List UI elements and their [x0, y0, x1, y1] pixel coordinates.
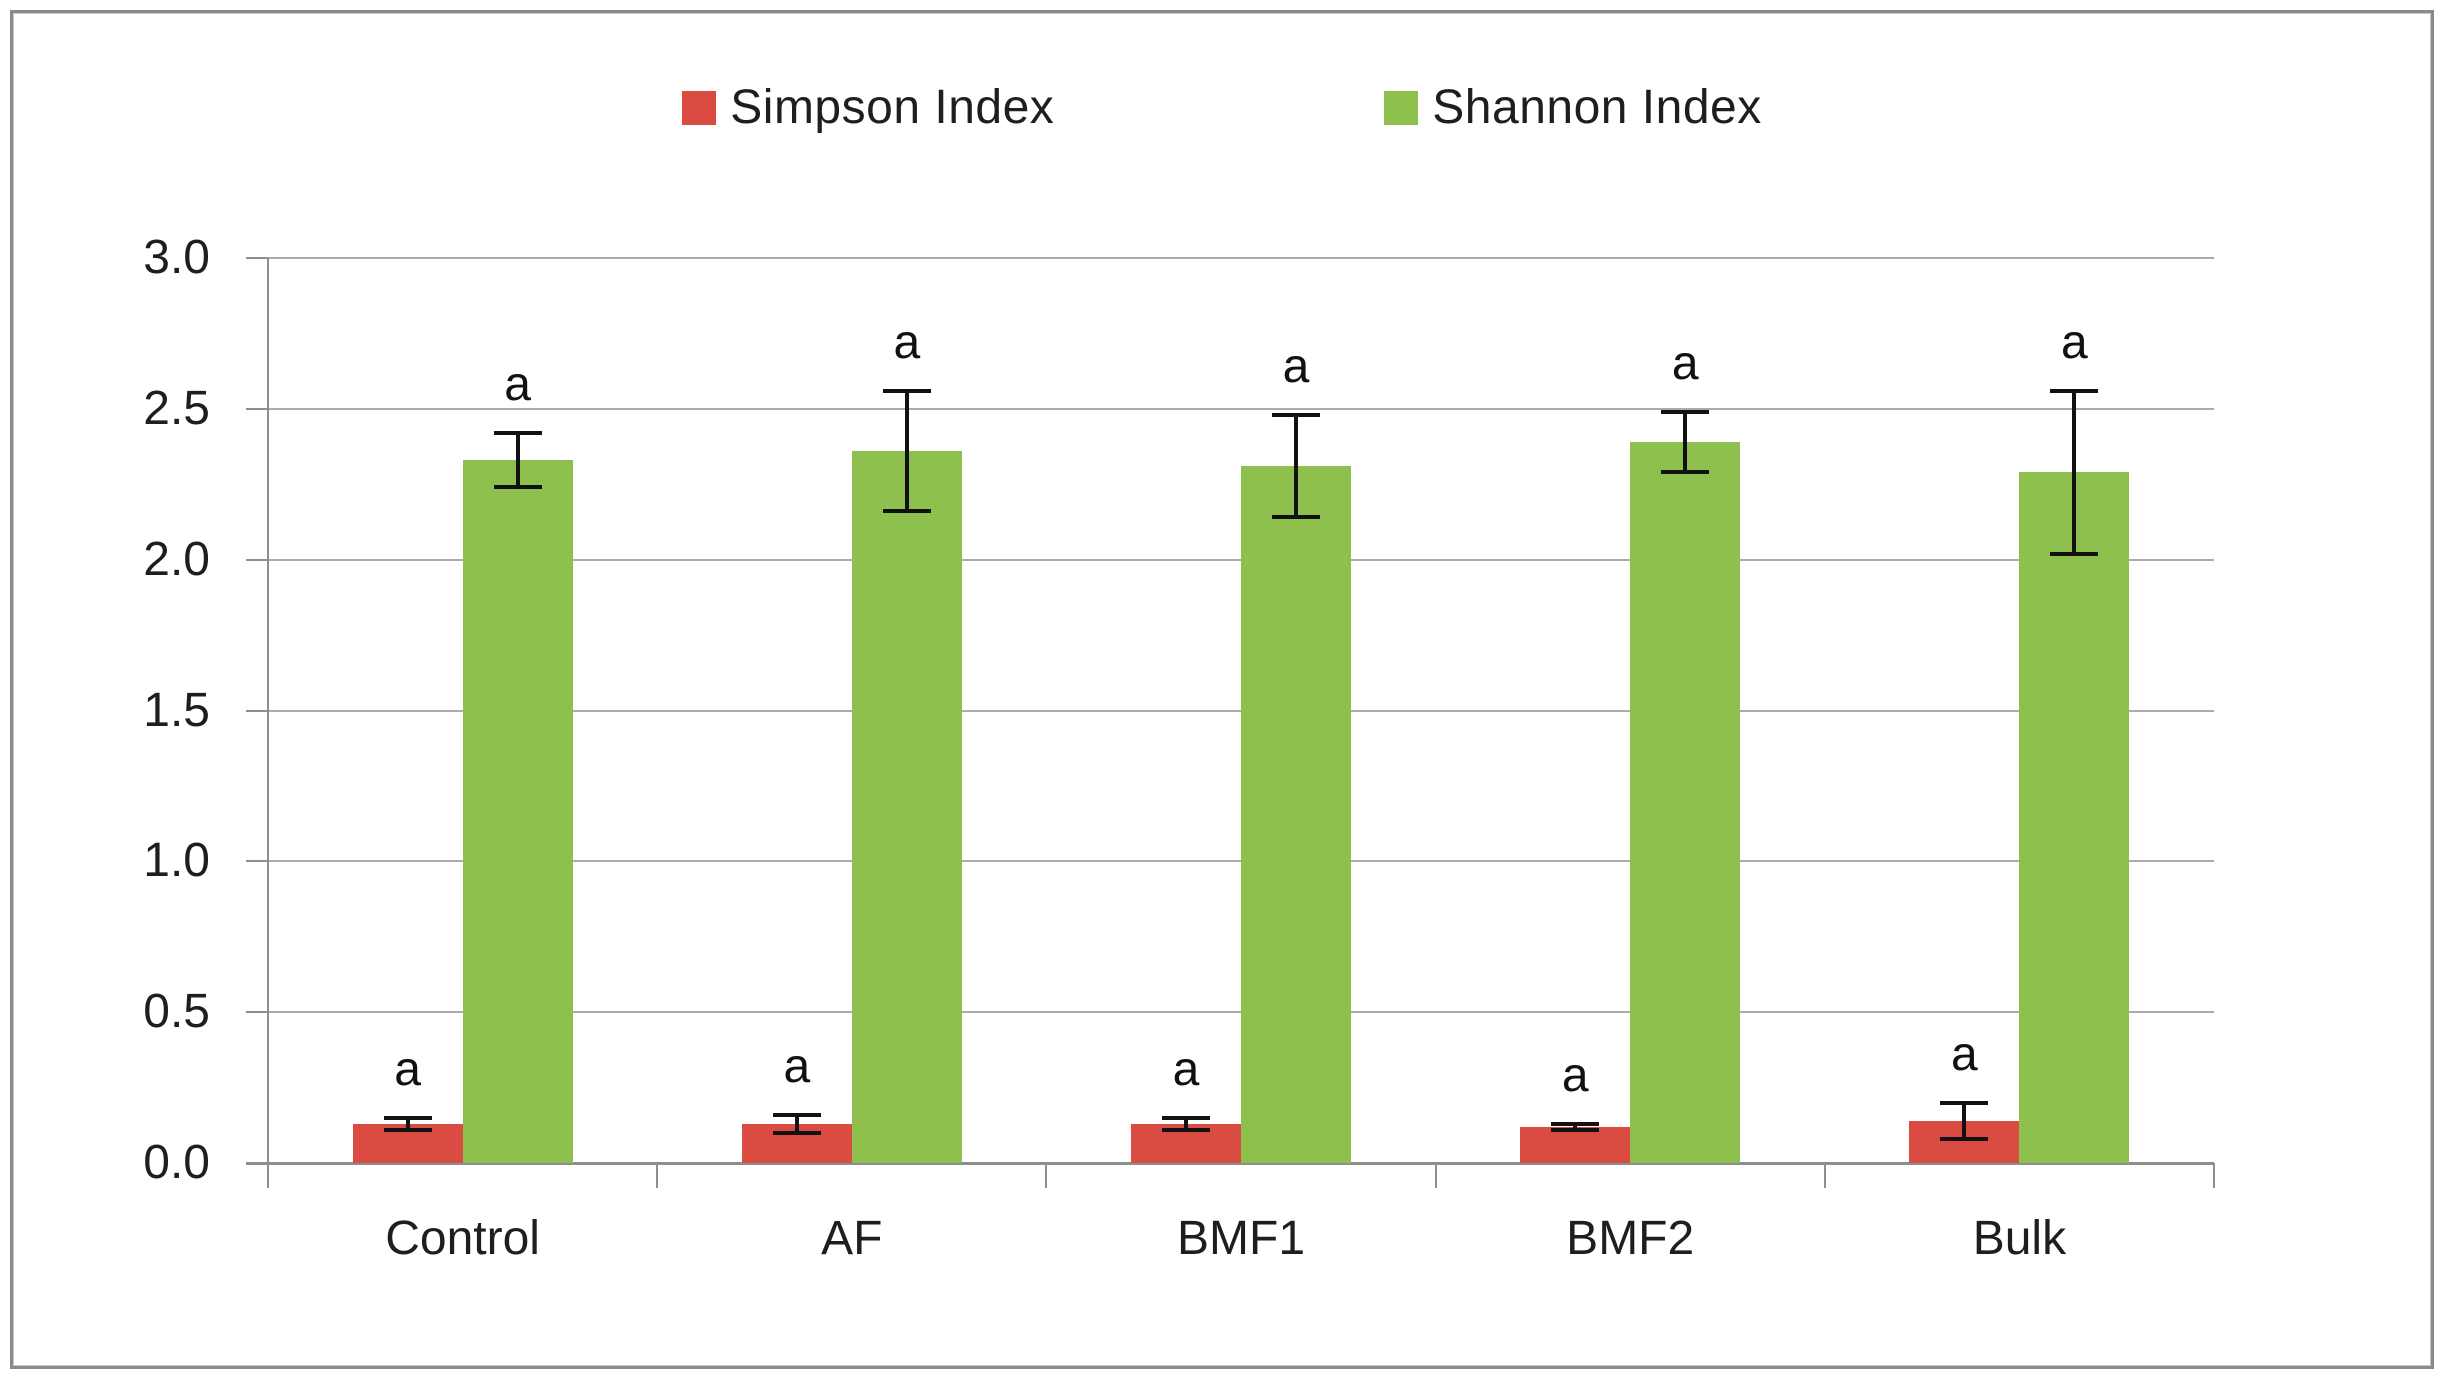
error-bar-cap-top-shannon-bulk: [2050, 388, 2099, 393]
error-bar-cap-bottom-shannon-bulk: [2050, 551, 2099, 556]
bar-shannon-control: [462, 460, 573, 1163]
x-axis-label-af: AF: [821, 1212, 883, 1265]
y-axis-tick-2.5: [246, 407, 268, 410]
y-tick-label-3.0: 3.0: [143, 231, 210, 284]
error-bar-simpson-bulk: [1962, 1102, 1967, 1139]
error-bar-cap-bottom-shannon-control: [493, 485, 542, 490]
x-axis-tick: [656, 1163, 659, 1188]
error-bar-simpson-bmf1: [1184, 1117, 1188, 1130]
error-bar-shannon-af: [904, 390, 909, 512]
legend-item-simpson: Simpson Index: [682, 80, 1054, 135]
error-bar-cap-top-shannon-bmf2: [1661, 409, 1710, 414]
y-tick-label-2.5: 2.5: [143, 381, 210, 435]
error-bar-cap-top-shannon-bmf1: [1272, 412, 1320, 417]
error-bar-cap-bottom-simpson-control: [383, 1127, 432, 1132]
sig-label-shannon-bulk: a: [2061, 315, 2088, 369]
error-bar-shannon-bmf2: [1683, 411, 1688, 473]
error-bar-cap-bottom-shannon-bmf1: [1272, 515, 1320, 520]
x-axis-label-bmf2: BMF2: [1566, 1212, 1695, 1265]
y-axis-tick-0.5: [246, 1011, 268, 1014]
error-bar-cap-top-simpson-bmf1: [1162, 1115, 1210, 1120]
error-bar-simpson-bmf2: [1573, 1123, 1578, 1130]
sig-label-shannon-bmf1: a: [1282, 339, 1310, 393]
simpson-swatch-icon: [682, 90, 717, 125]
error-bar-simpson-control: [405, 1117, 410, 1130]
error-bar-cap-top-simpson-bulk: [1940, 1100, 1989, 1105]
bar-shannon-af: [851, 451, 962, 1163]
y-axis-tick-1.5: [246, 709, 268, 712]
sig-label-shannon-af: a: [893, 315, 921, 369]
bar-simpson-bmf2: [1520, 1126, 1631, 1163]
error-bar-shannon-bulk: [2072, 390, 2077, 554]
x-axis-label-control: Control: [385, 1212, 540, 1265]
sig-label-shannon-bmf2: a: [1671, 336, 1699, 390]
error-bar-cap-top-shannon-af: [882, 388, 931, 393]
error-bar-simpson-af: [794, 1114, 799, 1133]
x-axis-line: [246, 1162, 2214, 1165]
error-bar-shannon-control: [515, 432, 520, 488]
gridline-2.5: [268, 407, 2214, 410]
sig-label-simpson-control: a: [394, 1042, 421, 1096]
y-tick-label-2.0: 2.0: [143, 532, 210, 586]
error-bar-cap-bottom-simpson-af: [772, 1130, 821, 1135]
gridline-3.0: [268, 257, 2214, 259]
y-tick-label-0.5: 0.5: [143, 985, 210, 1039]
error-bar-cap-bottom-shannon-bmf2: [1661, 470, 1710, 475]
error-bar-cap-top-simpson-control: [383, 1115, 432, 1120]
y-axis-line: [267, 258, 269, 1188]
y-tick-label-1.0: 1.0: [143, 834, 210, 888]
legend-label-simpson: Simpson Index: [730, 81, 1055, 134]
sig-label-simpson-af: a: [783, 1039, 811, 1093]
y-axis-tick-3.0: [246, 257, 268, 259]
bar-shannon-bmf2: [1630, 442, 1741, 1163]
legend: Simpson Index Shannon Index: [0, 80, 2444, 135]
x-axis-tick: [267, 1163, 269, 1188]
error-bar-cap-bottom-simpson-bmf2: [1551, 1127, 1600, 1132]
error-bar-shannon-bmf1: [1294, 414, 1298, 518]
x-axis-tick: [1045, 1163, 1048, 1188]
chart-outer-border: [10, 10, 2434, 1369]
x-axis-label-bulk: Bulk: [1972, 1212, 2067, 1265]
sig-label-simpson-bulk: a: [1951, 1027, 1978, 1081]
sig-label-simpson-bmf1: a: [1172, 1042, 1200, 1096]
x-axis-label-bmf1: BMF1: [1176, 1212, 1306, 1265]
bar-shannon-bmf1: [1241, 466, 1351, 1163]
y-tick-label-1.5: 1.5: [143, 683, 210, 737]
y-axis-tick-2.0: [246, 558, 268, 561]
error-bar-cap-top-shannon-control: [493, 430, 542, 435]
error-bar-cap-bottom-simpson-bulk: [1940, 1136, 1989, 1141]
shannon-swatch-icon: [1384, 90, 1419, 125]
error-bar-cap-top-simpson-af: [772, 1112, 821, 1117]
legend-item-shannon: Shannon Index: [1384, 80, 1761, 135]
y-tick-label-0.0: 0.0: [143, 1136, 210, 1189]
sig-label-shannon-control: a: [504, 357, 531, 411]
x-axis-tick: [1434, 1163, 1437, 1188]
y-axis-tick-1.0: [246, 860, 268, 863]
x-axis-tick: [2213, 1163, 2215, 1188]
error-bar-cap-top-simpson-bmf2: [1551, 1121, 1600, 1126]
sig-label-simpson-bmf2: a: [1561, 1048, 1589, 1102]
error-bar-cap-bottom-simpson-bmf1: [1162, 1127, 1210, 1132]
x-axis-tick: [1823, 1163, 1826, 1188]
bar-shannon-bulk: [2019, 472, 2130, 1163]
legend-label-shannon: Shannon Index: [1432, 81, 1762, 134]
error-bar-cap-bottom-shannon-af: [882, 509, 931, 514]
